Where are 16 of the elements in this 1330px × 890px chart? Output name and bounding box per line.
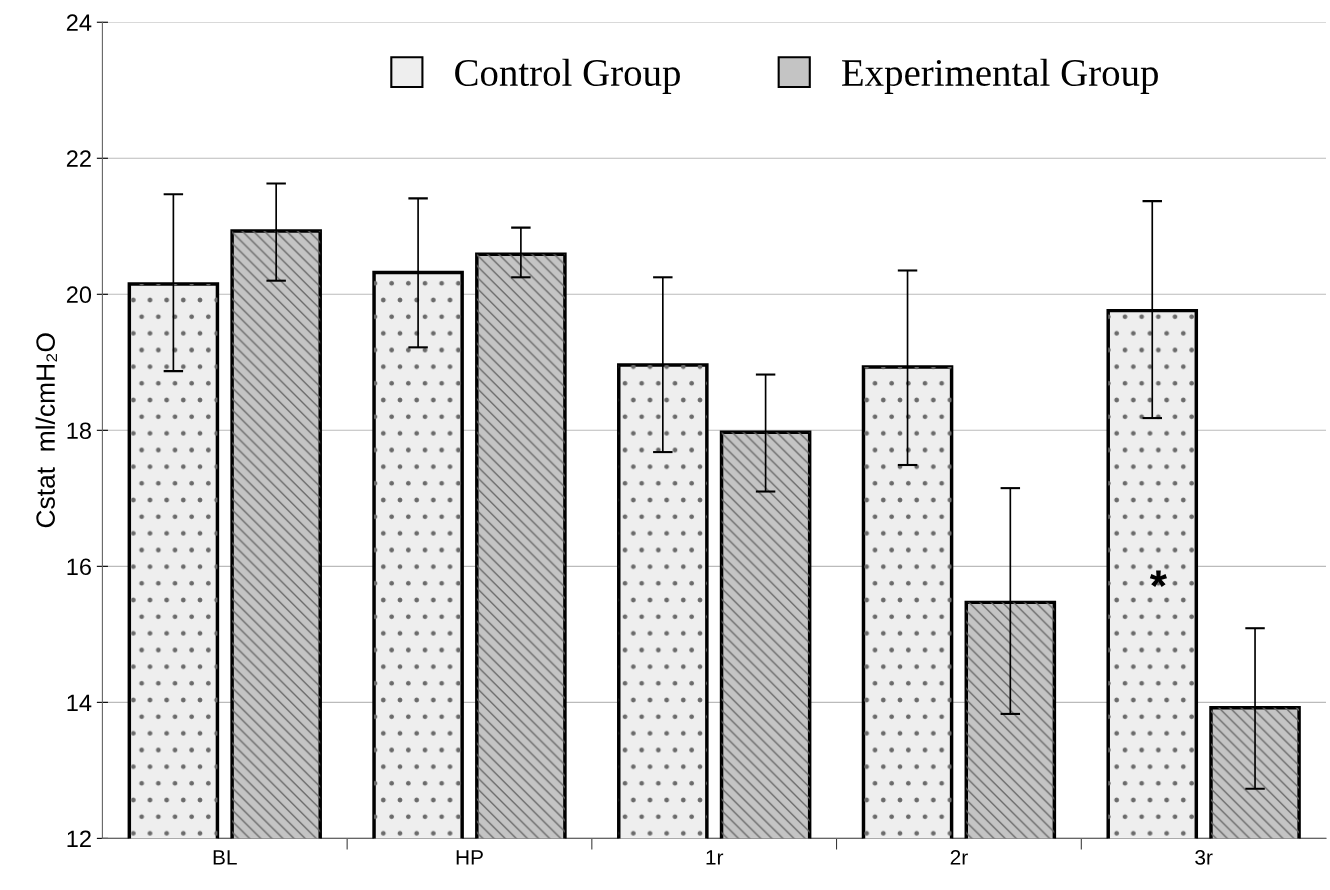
y-tick-label: 24 [66,14,92,31]
y-tick-label: 22 [66,150,91,167]
x-tick-label: BL [213,850,237,865]
x-tick-label: 1r [706,850,724,865]
y-tick-label: 12 [67,830,91,847]
y-tick-label: 14 [67,694,92,711]
legend-label: Experimental Group [842,58,1158,94]
y-tick-label: 20 [66,286,92,304]
x-tick-label: HP [456,850,483,865]
annotation: * [1149,570,1167,587]
x-tick-label: 3r [1195,850,1213,865]
y-tick-label: 18 [67,422,91,440]
x-tick-label: 2r [950,850,968,865]
legend-label: Control Group [455,58,680,94]
y-tick-label: 16 [67,558,91,576]
y-axis-title: Cstat ml/cmH₂O [35,333,57,528]
